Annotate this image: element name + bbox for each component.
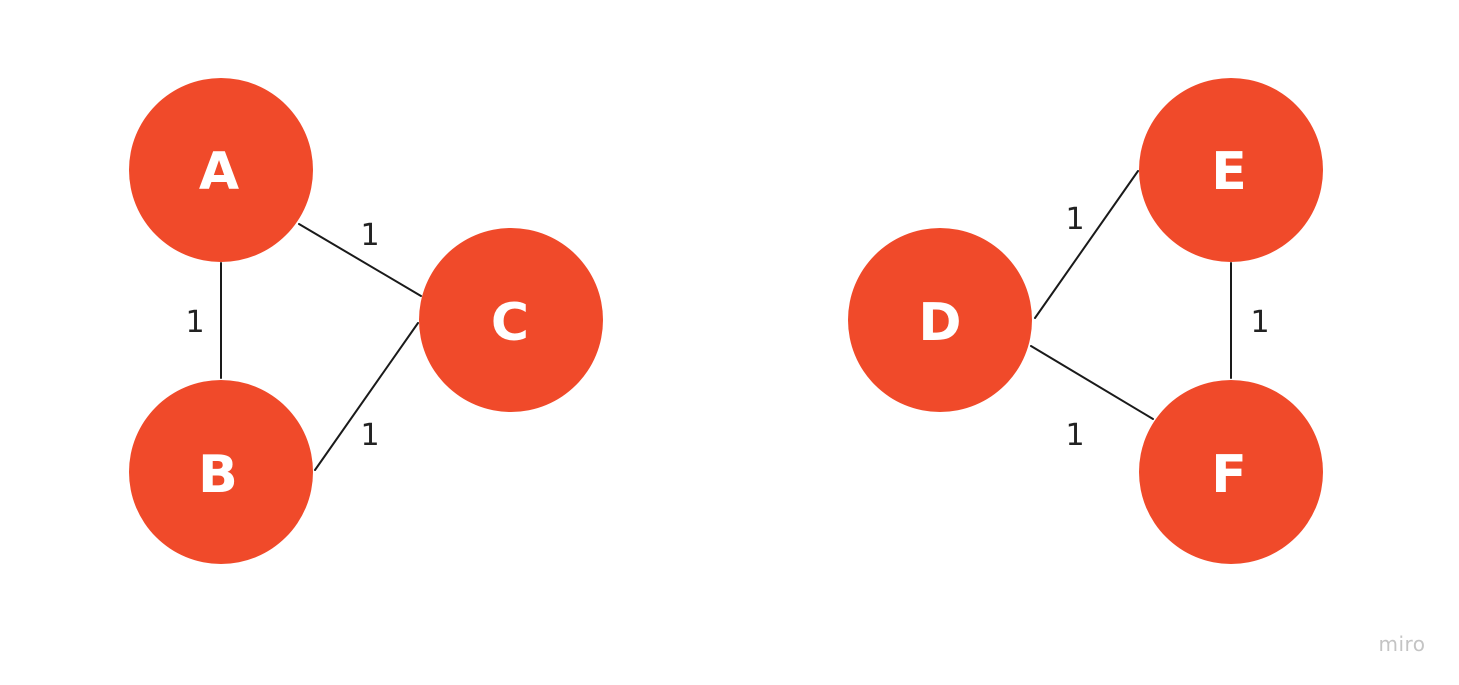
edge-label-d-e: 1 [1065,202,1084,237]
node-d: D [848,228,1032,412]
node-c-circle [419,228,603,412]
node-f: F [1139,380,1323,564]
edge-label-e-f: 1 [1250,305,1269,340]
miro-watermark: miro [1378,632,1425,656]
node-f-label: F [1211,445,1247,505]
edge-b-c [314,322,419,471]
node-e: E [1139,78,1323,262]
node-c: C [419,228,603,412]
edge-a-c [298,223,422,297]
node-b-circle [129,380,313,564]
node-b-label: B [198,445,238,505]
edge-label-b-c: 1 [360,418,379,453]
edge-label-a-c: 1 [360,218,379,253]
node-d-circle [848,228,1032,412]
node-a-label: A [199,142,239,202]
node-f-circle [1139,380,1323,564]
node-a-circle [129,78,313,262]
edge-d-f [1030,345,1154,420]
node-a: A [129,78,313,262]
node-c-label: C [491,293,529,353]
node-b: B [129,380,313,564]
edge-d-e [1034,170,1139,319]
edge-label-d-f: 1 [1065,418,1084,453]
edge-label-a-b: 1 [185,305,204,340]
node-e-circle [1139,78,1323,262]
node-e-label: E [1211,142,1247,202]
node-d-label: D [918,293,961,353]
